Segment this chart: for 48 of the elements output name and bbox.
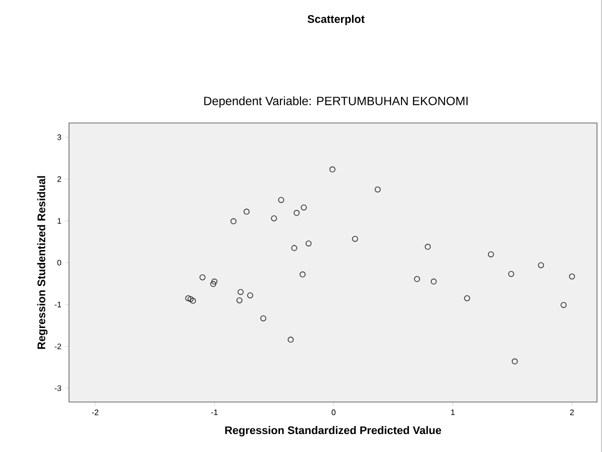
point: [271, 215, 278, 222]
x-tick-label: 2: [570, 410, 574, 416]
point: [374, 186, 381, 192]
point: [560, 302, 567, 308]
point: [185, 295, 192, 302]
point: [512, 358, 518, 364]
point: [244, 208, 250, 215]
point: [236, 297, 242, 304]
point: [464, 295, 470, 302]
point: [538, 262, 544, 268]
point: [291, 245, 298, 252]
point: [508, 270, 514, 277]
y-tick-label: -1: [54, 302, 62, 308]
y-tick-label: -2: [54, 344, 62, 350]
x-tick-label: -1: [211, 410, 218, 416]
point: [306, 240, 312, 246]
point: [247, 292, 254, 298]
y-tick-label: -3: [54, 385, 62, 392]
chart-title: Scatterplot: [308, 14, 365, 26]
y-axis-title: Regression Studentized Residual: [37, 176, 48, 349]
point: [260, 315, 266, 322]
point: [300, 271, 306, 278]
point: [488, 251, 494, 258]
point: [430, 278, 437, 285]
point: [568, 274, 575, 280]
point: [329, 166, 336, 172]
point: [294, 210, 300, 216]
point: [210, 281, 216, 288]
y-tick-label: 1: [58, 218, 62, 224]
x-axis-title: Regression Standardized Predicted Value: [225, 426, 442, 436]
point: [211, 278, 218, 285]
y-tick-label: 3: [57, 134, 62, 140]
point: [199, 274, 206, 280]
point: [288, 336, 294, 343]
point: [424, 244, 431, 250]
point: [278, 196, 284, 203]
point: [300, 204, 307, 210]
point: [238, 288, 244, 295]
point: [352, 236, 358, 242]
x-tick-label: -2: [92, 410, 98, 416]
x-tick-label: 1: [451, 410, 455, 416]
y-tick-label: 0: [57, 260, 62, 266]
x-tick-label: 0: [332, 410, 336, 416]
point: [230, 218, 236, 224]
y-tick-label: 2: [57, 176, 62, 182]
point: [188, 296, 194, 302]
chart-subtitle: Dependent Variable: PERTUMBUHAN EKONOMI: [204, 96, 468, 108]
point: [414, 276, 420, 282]
